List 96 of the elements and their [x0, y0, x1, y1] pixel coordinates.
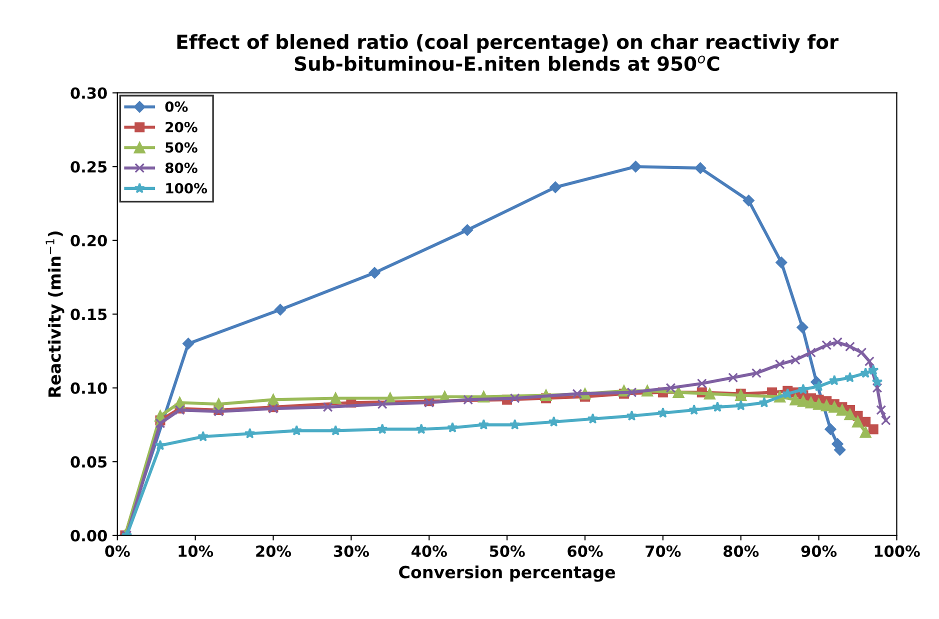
x-tick-label: 0% [105, 545, 130, 557]
point [572, 388, 582, 399]
point [244, 428, 256, 438]
x-tick-label: 70% [646, 545, 681, 557]
point [509, 419, 520, 430]
point [694, 162, 706, 174]
x-tick-label: 10% [178, 545, 214, 557]
point [377, 399, 388, 410]
y-tick-label: 0.25 [70, 161, 107, 173]
point [626, 387, 637, 398]
point [860, 367, 872, 378]
point [806, 348, 816, 358]
point [447, 422, 458, 433]
point [550, 182, 562, 194]
point [798, 395, 809, 407]
point [872, 376, 883, 387]
point [478, 419, 490, 430]
point [330, 424, 342, 436]
x-tick-label: 20% [256, 545, 292, 557]
point [796, 322, 808, 334]
x-tick-label: 90% [801, 545, 837, 557]
point [872, 382, 882, 393]
point [790, 354, 800, 365]
point [828, 401, 840, 413]
y-tick-label: 0.30 [70, 87, 107, 99]
legend-label: 20% [166, 122, 198, 132]
point [798, 384, 809, 394]
x-axis-title: Conversion percentage [399, 566, 616, 582]
point [728, 372, 738, 383]
point [672, 386, 684, 398]
point [828, 374, 840, 386]
y-tick-label: 0.15 [70, 308, 107, 320]
point [758, 396, 770, 408]
point [657, 407, 668, 418]
point [712, 401, 723, 412]
point [844, 372, 856, 382]
point [704, 388, 716, 400]
point [626, 410, 638, 421]
point [742, 194, 754, 206]
point [291, 424, 302, 436]
x-tick-label: 40% [412, 545, 447, 557]
point [368, 267, 380, 279]
point [834, 444, 846, 456]
point [776, 256, 788, 268]
x-tick-label: 60% [568, 545, 603, 557]
point [844, 408, 856, 420]
point [510, 393, 520, 404]
point [330, 392, 342, 404]
point [416, 424, 427, 434]
point [548, 416, 560, 427]
point [832, 337, 843, 348]
y-tick-label: 0.05 [70, 456, 107, 468]
y-tick-label: 0.10 [70, 382, 107, 394]
legend-label: 50% [166, 142, 198, 153]
point [463, 394, 474, 405]
point [844, 342, 855, 352]
point [868, 364, 879, 375]
x-tick-label: 30% [334, 545, 369, 557]
point [696, 378, 707, 388]
point [813, 380, 824, 392]
legend-label: 0% [165, 101, 188, 112]
legend-label: 80% [165, 162, 198, 174]
point [735, 400, 746, 410]
point [856, 348, 867, 358]
point [822, 340, 832, 350]
point [852, 416, 864, 428]
point [880, 415, 891, 426]
x-tick-label: 80% [724, 545, 759, 557]
y-axis-title: Reactivity (min$^{−1}$) [46, 232, 64, 397]
point [824, 423, 836, 435]
y-tick-label: 0.20 [70, 234, 107, 246]
legend-label: 100% [166, 182, 208, 194]
point [462, 224, 474, 236]
x-tick-label: 100% [874, 545, 920, 557]
point [587, 413, 598, 424]
point [376, 424, 388, 434]
point [774, 359, 785, 370]
x-tick-label: 50% [490, 545, 525, 557]
point [868, 424, 878, 434]
point [666, 382, 676, 393]
point [864, 356, 874, 366]
point [155, 418, 166, 428]
point [268, 394, 279, 406]
point [630, 160, 642, 172]
point [322, 402, 333, 412]
point [876, 405, 886, 416]
point [688, 404, 700, 415]
point [274, 304, 286, 316]
point [154, 440, 166, 450]
point [860, 426, 872, 438]
point [198, 430, 209, 442]
point [751, 368, 762, 378]
point [182, 338, 194, 350]
chart-title: Effect of blened ratio (coal percentage) on char reactiviy for Sub-bituminou-E.niten blends at 950$^{o}$C [177, 34, 839, 71]
y-tick-label: 0.00 [70, 530, 107, 542]
point [836, 404, 848, 416]
